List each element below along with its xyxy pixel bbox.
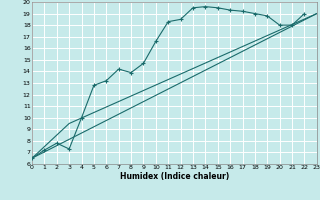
X-axis label: Humidex (Indice chaleur): Humidex (Indice chaleur) [120, 172, 229, 181]
